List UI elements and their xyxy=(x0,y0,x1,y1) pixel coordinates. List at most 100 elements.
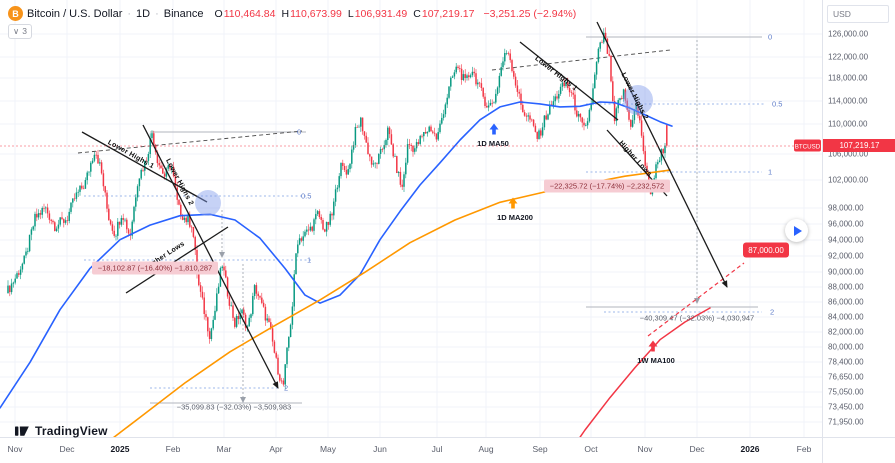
ma-tag-1d-ma200: 1D MA200 xyxy=(497,213,533,222)
price-axis-tick: 96,000.00 xyxy=(828,219,864,229)
separator-dot: · xyxy=(127,7,132,20)
collapse-indicators-button[interactable]: ∨ 3 xyxy=(8,24,32,39)
measure-right-mid-bg[interactable] xyxy=(544,179,670,193)
arrow-down-icon xyxy=(240,397,246,403)
time-axis-tick: Oct xyxy=(584,444,598,454)
exchange-label: Binance xyxy=(163,7,204,20)
projection-line[interactable] xyxy=(647,262,745,337)
price-axis-tick: 84,000.00 xyxy=(828,312,864,322)
price-axis-tick: 98,000.00 xyxy=(828,203,864,213)
price-axis-tick: 82,000.00 xyxy=(828,327,864,337)
time-axis-tick: Apr xyxy=(269,444,283,454)
symbol-legend[interactable]: B Bitcoin / U.S. Dollar · 1D · Binance O… xyxy=(8,6,576,21)
arrow-up-icon xyxy=(648,340,658,352)
time-axis-tick: 2026 xyxy=(740,444,760,454)
lower-highs-1-right[interactable] xyxy=(519,41,619,121)
time-axis-tick: Jul xyxy=(431,444,443,454)
separator-dot: · xyxy=(155,7,159,20)
time-axis-tick: Feb xyxy=(796,444,812,454)
price-axis-tick: 88,000.00 xyxy=(828,282,864,292)
time-axis-tick: Mar xyxy=(216,444,232,454)
fib-level-label: 0 xyxy=(297,128,301,137)
price-axis-tick: 114,000.00 xyxy=(828,96,868,106)
price-axis[interactable]: USD 107,219.17 126,000.00 122,000.00 118,0… xyxy=(822,0,895,437)
time-axis-tick: Nov xyxy=(7,444,23,454)
ma-line-ma100-1w[interactable] xyxy=(563,307,711,437)
measure-right-bottom: −40,309.47 (−32.03%) −4,030,947 xyxy=(640,314,754,323)
price-axis-tick: 126,000.00 xyxy=(828,29,869,39)
highlight-right[interactable] xyxy=(623,85,653,115)
tradingview-logo-icon xyxy=(15,426,29,436)
measure-right-mid: −22,325.72 (−17.74%) −2,232,572 xyxy=(550,182,664,191)
hidden-indicators-count: 3 xyxy=(22,26,27,36)
lower-highs-1-left[interactable] xyxy=(81,131,208,203)
target-price-text: 87,000.00 xyxy=(748,246,784,255)
currency-selector[interactable]: USD xyxy=(827,5,889,23)
time-axis-tick: Nov xyxy=(637,444,653,454)
price-axis-tick: 118,000.00 xyxy=(828,73,868,83)
lower-highs-2-left-label: Lower Highs 2 xyxy=(164,158,194,207)
time-axis-tick: Dec xyxy=(689,444,705,454)
arrowhead-icon xyxy=(721,280,728,288)
time-axis-tick: 2025 xyxy=(110,444,130,454)
symbol-price-tag xyxy=(794,139,821,152)
price-axis-tick: 102,000.00 xyxy=(828,175,869,185)
last-price-badge: 107,219.17 xyxy=(823,139,895,152)
fib-level-label: 0.5 xyxy=(772,100,782,109)
measure-left-bottom: −35,099.83 (−32.03%) −3,509,983 xyxy=(177,403,291,412)
fib-retracement[interactable] xyxy=(84,36,764,404)
axis-corner xyxy=(822,437,895,463)
price-axis-tick: 78,400.00 xyxy=(828,357,864,367)
fib-level-label: 2 xyxy=(770,308,774,317)
symbol-price-tag-text: BTCUSD xyxy=(795,144,821,151)
price-axis-tick: 75,050.00 xyxy=(828,387,864,397)
time-axis[interactable]: Nov Dec 2025 Feb Mar Apr May Jun Jul Aug Sep Oct Nov… xyxy=(0,437,822,463)
measure-left-mid-bg[interactable] xyxy=(92,261,218,275)
arrow-up-icon xyxy=(489,123,499,135)
fib-level-label: 1 xyxy=(768,168,772,177)
fib-level-label: 1 xyxy=(307,256,311,265)
target-price-label[interactable] xyxy=(743,242,789,258)
price-axis-tick: 73,450.00 xyxy=(828,402,864,412)
scroll-to-realtime-button[interactable] xyxy=(785,219,808,242)
tradingview-logo[interactable]: TradingView xyxy=(14,423,108,439)
time-axis-tick: May xyxy=(319,444,337,454)
price-axis-tick: 90,000.00 xyxy=(828,267,864,277)
price-axis-tick: 94,000.00 xyxy=(828,235,864,245)
grid xyxy=(0,0,822,437)
time-axis-tick: Feb xyxy=(165,444,181,454)
symbol-title: Bitcoin / U.S. Dollar xyxy=(27,7,123,20)
arrowhead-icon xyxy=(272,381,279,389)
fib-level-label: 0.5 xyxy=(301,192,311,201)
arrow-down-icon xyxy=(219,252,225,258)
close-value: 107,219.17 xyxy=(421,7,475,20)
interval-label[interactable]: 1D xyxy=(136,7,151,20)
highlight-left[interactable] xyxy=(195,190,221,216)
price-axis-tick: 76,650.00 xyxy=(828,372,864,382)
bitcoin-icon: B xyxy=(8,6,23,21)
time-axis-tick: Jun xyxy=(373,444,387,454)
price-axis-tick: 80,000.00 xyxy=(828,342,864,352)
price-axis-tick: 86,000.00 xyxy=(828,297,864,307)
chevron-down-icon: ∨ xyxy=(13,26,20,36)
lower-highs-2-right[interactable] xyxy=(596,21,728,288)
lower-highs-2-left[interactable] xyxy=(142,124,279,389)
higher-lows-left[interactable] xyxy=(125,226,229,294)
neckline-right[interactable] xyxy=(491,49,671,71)
price-axis-tick: 110,000.00 xyxy=(828,119,868,129)
open-value: 110,464.84 xyxy=(223,7,276,20)
low-value: 106,931.49 xyxy=(354,7,408,20)
time-axis-tick: Aug xyxy=(478,444,494,454)
price-axis-tick: 71,950.00 xyxy=(828,417,864,427)
time-axis-tick: Dec xyxy=(59,444,75,454)
neckline-left[interactable] xyxy=(77,130,303,154)
measure-left-mid: −18,102.87 (−16.40%) −1,810,287 xyxy=(98,264,212,273)
fib-level-label: 0 xyxy=(768,33,772,42)
price-axis-tick: 106,000.00 xyxy=(828,149,869,159)
ma-tag-1w-ma100: 1W MA100 xyxy=(637,356,675,365)
change-value: −3,251.25 (−2.94%) xyxy=(483,7,577,20)
price-axis-tick: 122,000.00 xyxy=(828,52,869,62)
ohlc-values: O110,464.84 H110,673.99 L106,931.49 C107… xyxy=(214,7,475,20)
price-axis-tick: 92,000.00 xyxy=(828,251,864,261)
